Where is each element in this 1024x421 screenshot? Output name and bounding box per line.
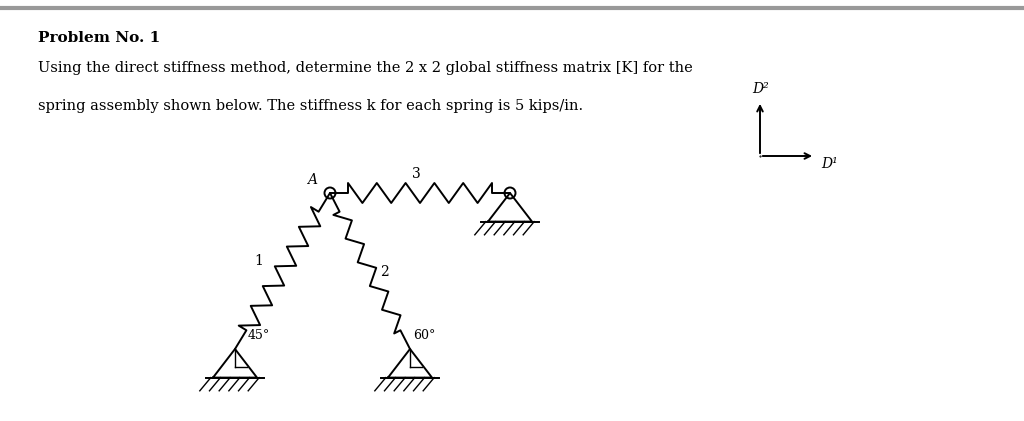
Text: 3: 3 [412,167,421,181]
Text: 60°: 60° [413,329,435,342]
Text: D¹: D¹ [821,157,838,171]
Text: 1: 1 [255,254,263,268]
Text: 2: 2 [380,265,389,279]
Text: Using the direct stiffness method, determine the 2 x 2 global stiffness matrix [: Using the direct stiffness method, deter… [38,61,693,75]
Text: spring assembly shown below. The stiffness k for each spring is 5 kips/in.: spring assembly shown below. The stiffne… [38,99,583,113]
Text: A: A [307,173,317,187]
Text: Problem No. 1: Problem No. 1 [38,31,160,45]
Text: D²: D² [752,82,769,96]
Text: 45°: 45° [248,329,270,342]
